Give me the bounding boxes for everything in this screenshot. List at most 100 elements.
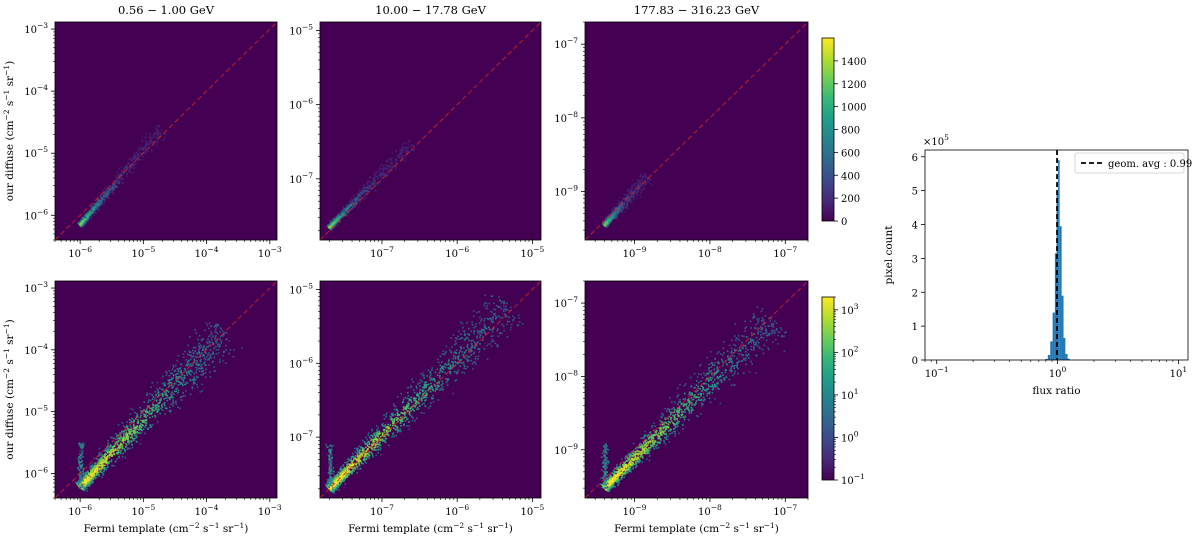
density-cell [134,427,137,430]
density-cell [617,205,620,208]
density-cell [363,191,366,194]
density-layer [55,281,277,498]
density-cell [461,371,464,374]
density-cell [355,458,358,461]
density-cell [387,425,390,428]
density-cell [631,187,634,189]
density-cell [353,470,355,472]
density-cell [172,377,174,380]
density-cell [129,433,131,435]
density-cell [145,419,147,421]
density-cell [100,456,103,459]
density-cell [179,367,181,370]
density-cell [101,196,103,199]
density-cell [80,446,82,448]
density-cell [337,477,340,479]
density-cell [339,467,342,470]
density-cell [622,198,625,201]
density-cell [500,307,503,310]
density-cell [131,167,134,169]
density-cell [189,358,192,361]
density-cell [94,476,96,478]
density-cell [137,419,139,421]
density-cell [175,376,177,378]
density-cell [358,192,360,195]
density-cell [135,156,138,158]
density-cell [163,133,166,136]
density-cell [137,158,139,161]
density-cell [632,196,635,199]
density-cell [95,468,98,470]
density-cell [386,159,389,162]
density-cell [101,459,103,461]
density-cell [635,194,637,196]
density-cell [649,182,652,185]
density-cell [458,361,461,364]
density-cell [80,444,82,446]
density-cell [128,171,131,173]
density-cell [195,366,197,369]
density-cell [184,383,187,385]
density-cell [118,182,120,185]
density-cell [334,218,337,221]
density-cell [80,476,83,478]
density-cell [126,448,129,450]
density-cell [81,478,83,480]
density-cell [121,437,124,439]
density-cell [176,359,179,362]
density-cell [643,172,646,175]
density-cell [333,219,336,222]
density-cell [160,397,162,400]
density-cell [122,181,124,184]
density-cell [378,174,380,177]
density-cell [454,380,457,382]
density-cell [111,450,114,452]
density-cell [125,167,128,169]
density-cell [96,207,98,209]
density-cell [150,144,153,147]
density-cell [132,161,135,164]
density-cell [178,376,181,379]
density-cell [133,171,135,174]
density-cell [102,197,105,200]
density-cell [99,460,101,463]
density-cell [124,449,126,451]
density-cell [370,434,372,437]
density-cell [614,213,617,215]
density-cell [168,381,171,384]
density-cell [376,443,379,446]
density-cell [140,148,143,151]
density-cell [400,152,402,154]
density-cell [477,358,479,360]
density-cell [128,432,130,434]
density-cell [374,190,377,192]
density-cell [624,210,627,213]
density-cell [116,451,119,454]
density-cell [160,407,162,410]
density-cell [151,407,154,409]
density-cell [356,197,358,199]
density-cell [111,455,113,457]
density-cell [103,455,106,457]
density-cell [440,388,442,390]
density-cell [171,391,174,394]
density-cell [193,382,195,384]
plot-frame [319,21,542,241]
density-cell [358,463,361,466]
density-cell [112,189,114,191]
density-cell [141,139,143,141]
density-cell [122,430,124,433]
density-cell [112,191,114,193]
density-cell [396,159,399,162]
density-cell [374,446,377,448]
density-cell [151,415,154,418]
density-cell [189,393,192,396]
density-cell [439,368,442,370]
density-cell [335,487,338,489]
density-cell [354,468,356,471]
density-cell [492,320,495,323]
density-cell [79,220,82,223]
density-cell [361,188,364,191]
density-cell [192,378,195,381]
y-tick-label: 10−9 [554,184,578,199]
